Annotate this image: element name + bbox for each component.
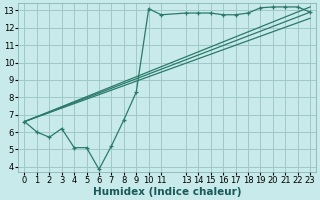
X-axis label: Humidex (Indice chaleur): Humidex (Indice chaleur): [93, 187, 242, 197]
